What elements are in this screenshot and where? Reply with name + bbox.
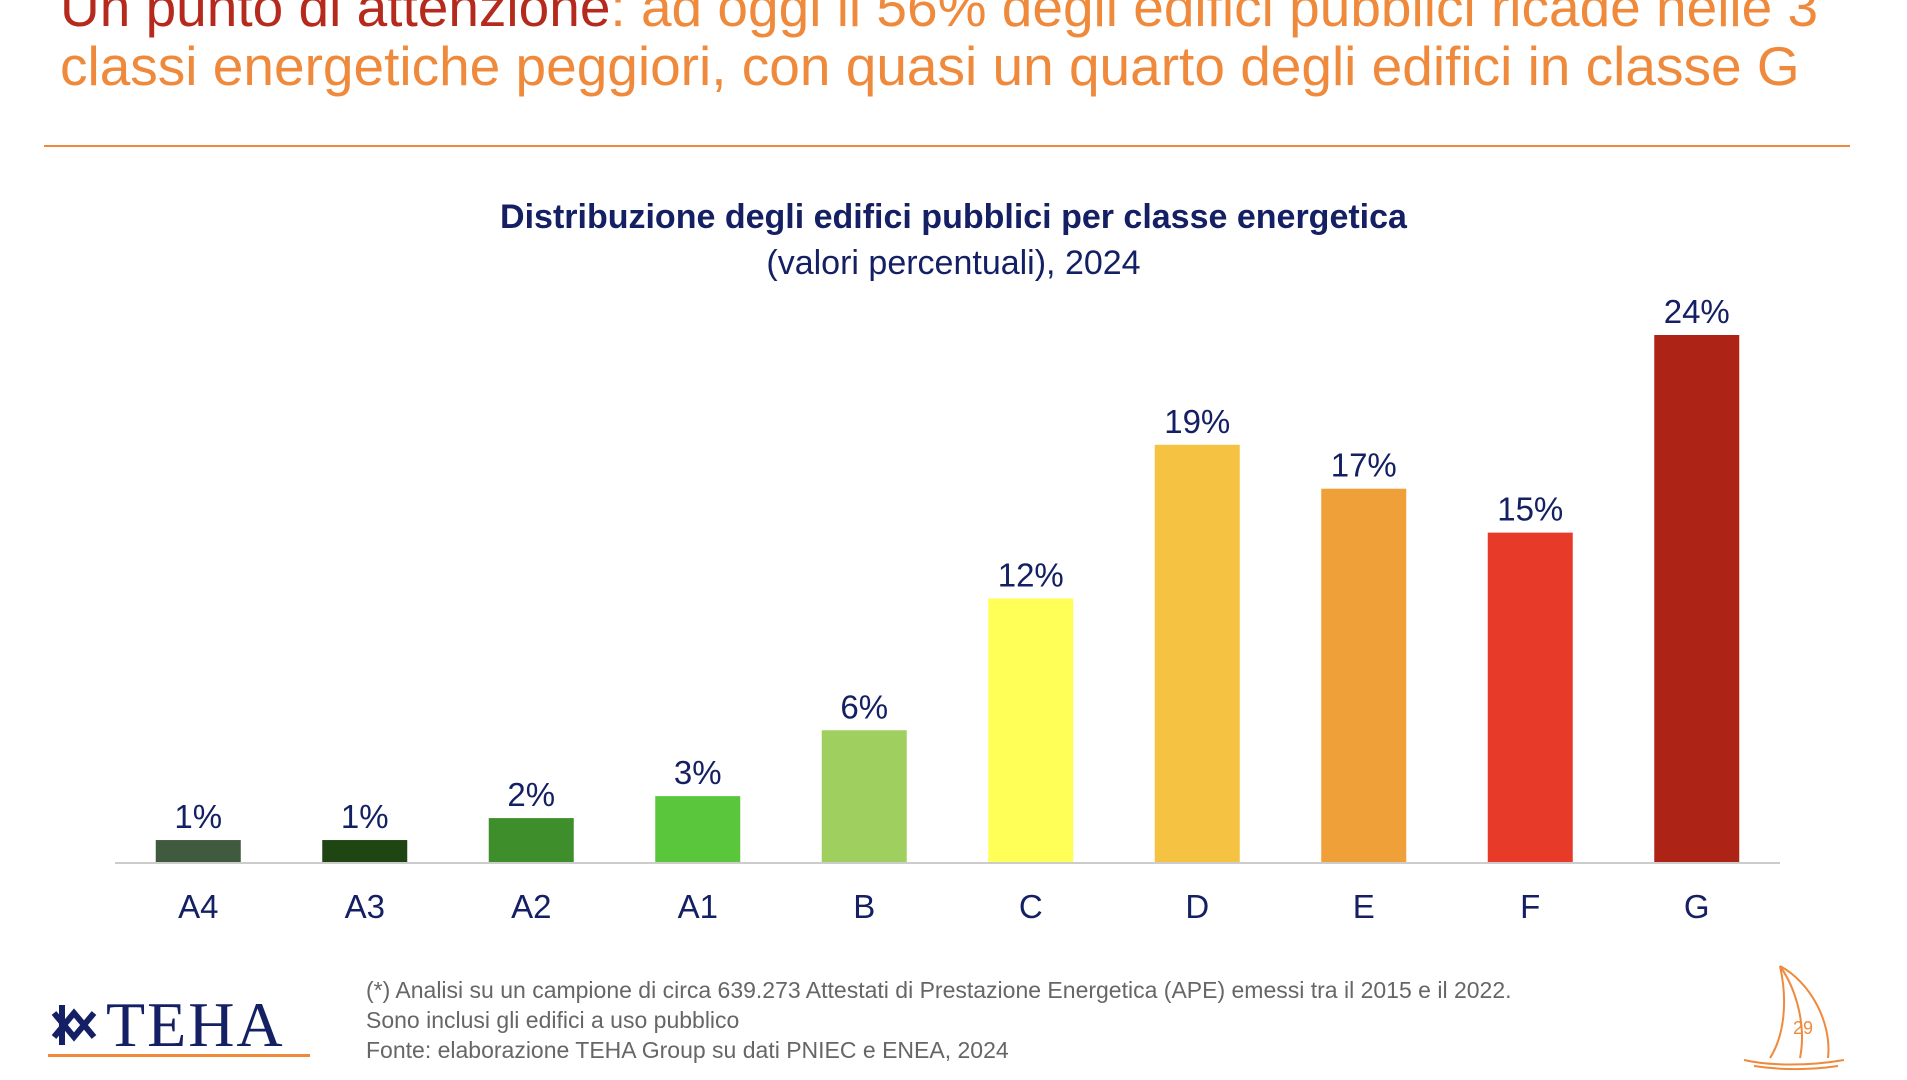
logo-text: TEHA [106,989,285,1060]
category-label-a4: A4 [178,888,218,925]
value-label-d: 19% [1164,403,1230,440]
category-label-f: F [1520,888,1540,925]
bar-a3 [322,840,408,862]
category-label-a2: A2 [511,888,551,925]
footnote: (*) Analisi su un campione di circa 639.… [366,975,1666,1065]
page-number: 29 [1793,1018,1814,1038]
value-label-a4: 1% [174,798,222,835]
slide-title-lead: Un punto di attenzione [60,0,611,38]
value-label-c: 12% [998,557,1064,594]
value-label-e: 17% [1331,447,1397,484]
bar-d [1154,444,1240,862]
value-label-b: 6% [840,688,888,725]
bar-chart: 1% 1% 2% 3% 6% 12% 19% 17% 15% 24% A4 A3 A2 A1 B C D E F G [115,293,1780,925]
bar-e [1321,488,1407,862]
footnote-line-2: Sono inclusi gli edifici a uso pubblico [366,1007,740,1033]
bar-f [1487,532,1573,862]
footnote-line-1: (*) Analisi su un campione di circa 639.… [366,977,1512,1003]
category-label-e: E [1353,888,1375,925]
category-labels: A4 A3 A2 A1 B C D E F G [178,888,1710,925]
sailboat-icon [1743,965,1845,1070]
value-label-a2: 2% [507,776,555,813]
value-label-a3: 1% [341,798,389,835]
category-label-a3: A3 [345,888,385,925]
value-label-g: 24% [1664,293,1730,330]
category-label-c: C [1019,888,1043,925]
bar-a1 [655,796,741,862]
footnote-line-3: Fonte: elaborazione TEHA Group su dati P… [366,1037,1009,1063]
bar-a2 [488,818,574,862]
teha-knot-icon [51,1005,97,1045]
bar-series [155,335,1740,862]
title-divider [44,145,1850,147]
bar-b [821,730,907,862]
slide-title: Un punto di attenzione: ad oggi il 56% d… [60,0,1840,96]
category-label-d: D [1185,888,1209,925]
slide-title-rest: : ad oggi il 56% degli edifici pubblici … [60,0,1819,97]
category-label-a1: A1 [678,888,718,925]
teha-logo: TEHA [48,990,318,1060]
chart-title: Distribuzione degli edifici pubblici per… [500,198,1407,236]
bar-g [1654,335,1740,862]
bar-c [988,598,1074,862]
value-labels: 1% 1% 2% 3% 6% 12% 19% 17% 15% 24% [174,293,1729,835]
value-label-a1: 3% [674,754,722,791]
category-label-g: G [1684,888,1710,925]
category-label-b: B [853,888,875,925]
value-label-f: 15% [1497,491,1563,528]
logo-underline [48,1054,310,1057]
chart-subtitle: (valori percentuali), 2024 [766,244,1141,282]
bar-a4 [155,840,241,862]
